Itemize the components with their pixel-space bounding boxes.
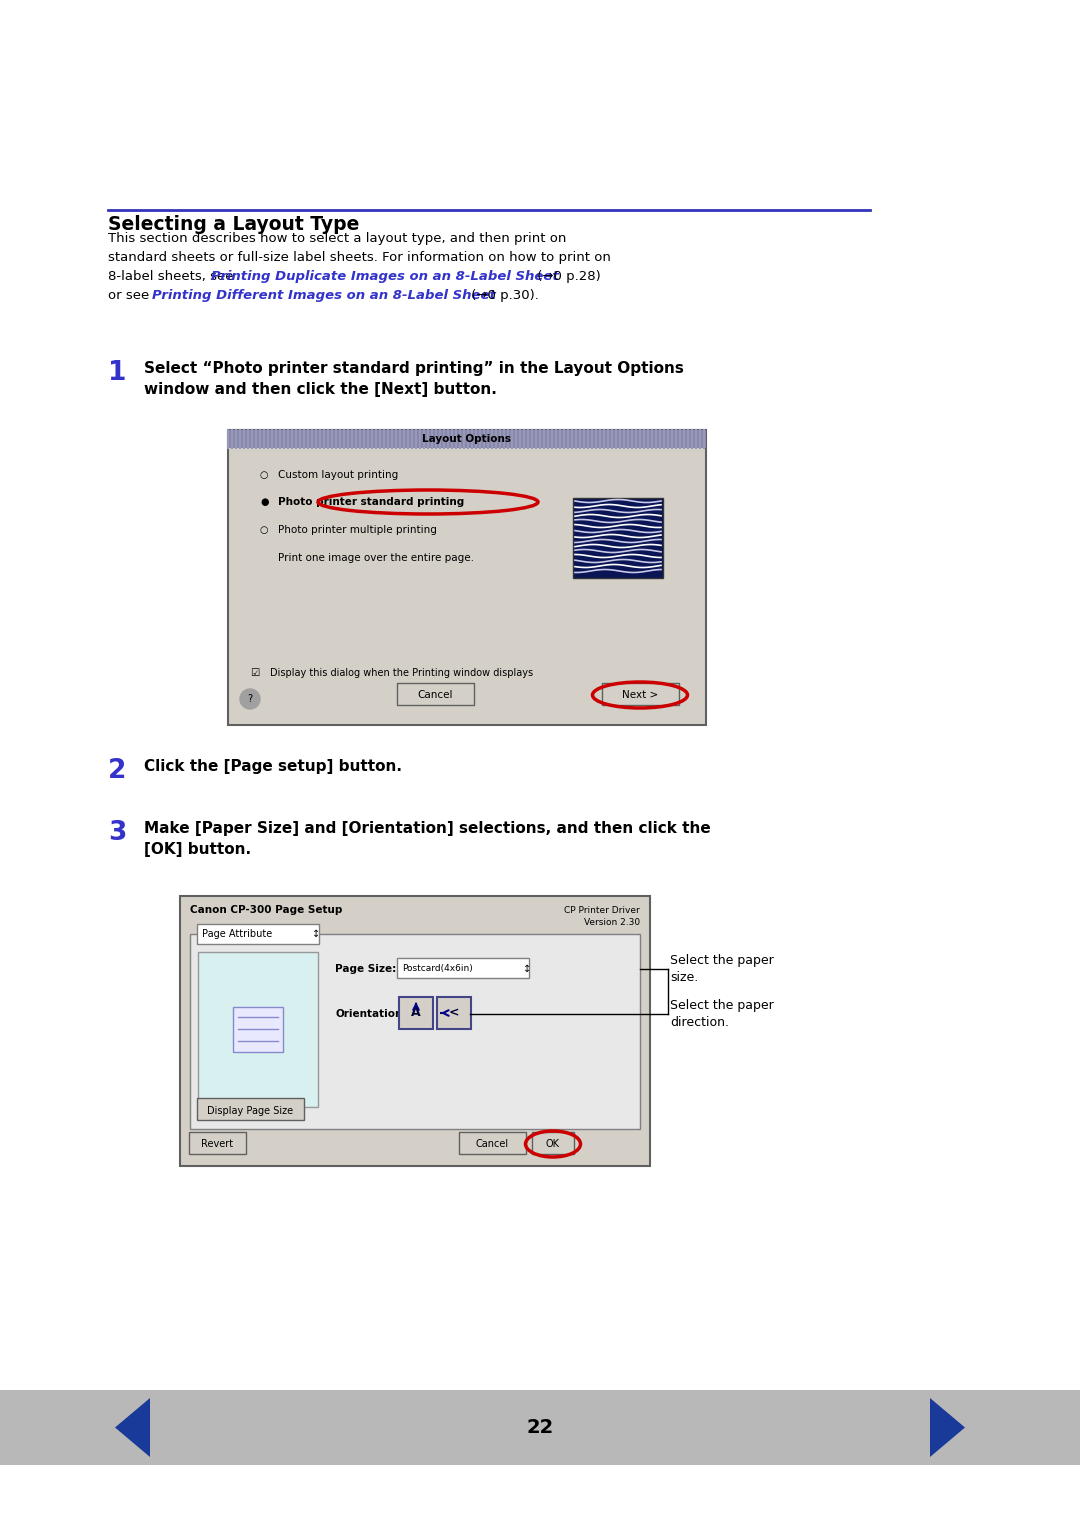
Text: (→0 p.30).: (→0 p.30). xyxy=(467,289,539,303)
FancyBboxPatch shape xyxy=(437,996,471,1028)
Text: ↕: ↕ xyxy=(523,964,531,973)
FancyBboxPatch shape xyxy=(573,498,663,578)
Text: standard sheets or full-size label sheets. For information on how to print on: standard sheets or full-size label sheet… xyxy=(108,251,611,264)
Text: window and then click the [Next] button.: window and then click the [Next] button. xyxy=(144,382,497,397)
Text: [OK] button.: [OK] button. xyxy=(144,842,252,857)
Text: Cancel: Cancel xyxy=(417,691,453,700)
Text: (→0 p.28): (→0 p.28) xyxy=(534,270,600,283)
FancyBboxPatch shape xyxy=(397,683,474,704)
Circle shape xyxy=(240,689,260,709)
FancyBboxPatch shape xyxy=(198,952,318,1106)
Bar xyxy=(0,1390,1080,1465)
Text: ○: ○ xyxy=(260,471,269,480)
Text: Page Attribute: Page Attribute xyxy=(202,929,272,940)
Text: Click the [Page setup] button.: Click the [Page setup] button. xyxy=(144,759,402,775)
Text: direction.: direction. xyxy=(670,1016,729,1028)
FancyBboxPatch shape xyxy=(397,958,529,978)
FancyBboxPatch shape xyxy=(459,1132,526,1154)
Text: Version 2.30: Version 2.30 xyxy=(584,918,640,927)
Text: Revert: Revert xyxy=(201,1138,233,1149)
Text: OK: OK xyxy=(546,1138,561,1149)
Text: Display this dialog when the Printing window displays: Display this dialog when the Printing wi… xyxy=(270,668,534,678)
Text: <: < xyxy=(449,1007,459,1019)
Text: Print one image over the entire page.: Print one image over the entire page. xyxy=(278,553,474,562)
FancyBboxPatch shape xyxy=(189,1132,246,1154)
Text: ○: ○ xyxy=(260,526,269,535)
FancyBboxPatch shape xyxy=(399,996,433,1028)
Text: A: A xyxy=(411,1007,421,1019)
Text: Next >: Next > xyxy=(622,691,658,700)
Text: 2: 2 xyxy=(108,758,126,784)
Text: Printing Different Images on an 8-Label Sheet: Printing Different Images on an 8-Label … xyxy=(152,289,496,303)
Text: ●: ● xyxy=(260,497,269,507)
Text: CP Printer Driver: CP Printer Driver xyxy=(564,906,640,915)
Text: Make [Paper Size] and [Orientation] selections, and then click the: Make [Paper Size] and [Orientation] sele… xyxy=(144,821,711,836)
FancyBboxPatch shape xyxy=(228,429,706,448)
Text: Photo printer standard printing: Photo printer standard printing xyxy=(278,497,464,507)
FancyBboxPatch shape xyxy=(197,1099,303,1120)
FancyBboxPatch shape xyxy=(180,895,650,1166)
Text: or see: or see xyxy=(108,289,153,303)
FancyBboxPatch shape xyxy=(190,934,640,1129)
Text: 3: 3 xyxy=(108,821,126,847)
Text: Layout Options: Layout Options xyxy=(422,434,512,445)
Text: Cancel: Cancel xyxy=(475,1138,509,1149)
Text: 8-label sheets, see: 8-label sheets, see xyxy=(108,270,238,283)
Text: ↕: ↕ xyxy=(312,929,320,940)
Polygon shape xyxy=(930,1398,966,1458)
Text: Postcard(4x6in): Postcard(4x6in) xyxy=(402,964,473,973)
Text: Selecting a Layout Type: Selecting a Layout Type xyxy=(108,215,360,234)
FancyBboxPatch shape xyxy=(532,1132,573,1154)
FancyBboxPatch shape xyxy=(602,683,679,704)
Text: Page Size:: Page Size: xyxy=(335,964,396,973)
Text: 22: 22 xyxy=(526,1418,554,1436)
Text: Select the paper: Select the paper xyxy=(670,999,773,1012)
Text: ☑: ☑ xyxy=(249,668,259,678)
FancyBboxPatch shape xyxy=(233,1007,283,1051)
Text: Printing Duplicate Images on an 8-Label Sheet: Printing Duplicate Images on an 8-Label … xyxy=(211,270,558,283)
Polygon shape xyxy=(114,1398,150,1458)
FancyBboxPatch shape xyxy=(197,924,319,944)
FancyBboxPatch shape xyxy=(228,429,706,724)
Text: Canon CP-300 Page Setup: Canon CP-300 Page Setup xyxy=(190,905,342,915)
Text: size.: size. xyxy=(670,970,699,984)
Text: This section describes how to select a layout type, and then print on: This section describes how to select a l… xyxy=(108,232,566,244)
Text: Select the paper: Select the paper xyxy=(670,953,773,967)
Text: Orientation:: Orientation: xyxy=(335,1008,406,1019)
Text: Display Page Size: Display Page Size xyxy=(207,1106,293,1115)
Text: Select “Photo printer standard printing” in the Layout Options: Select “Photo printer standard printing”… xyxy=(144,361,684,376)
Text: Photo printer multiple printing: Photo printer multiple printing xyxy=(278,526,437,535)
Text: ?: ? xyxy=(247,694,253,704)
Text: Custom layout printing: Custom layout printing xyxy=(278,471,399,480)
Text: 1: 1 xyxy=(108,361,126,387)
